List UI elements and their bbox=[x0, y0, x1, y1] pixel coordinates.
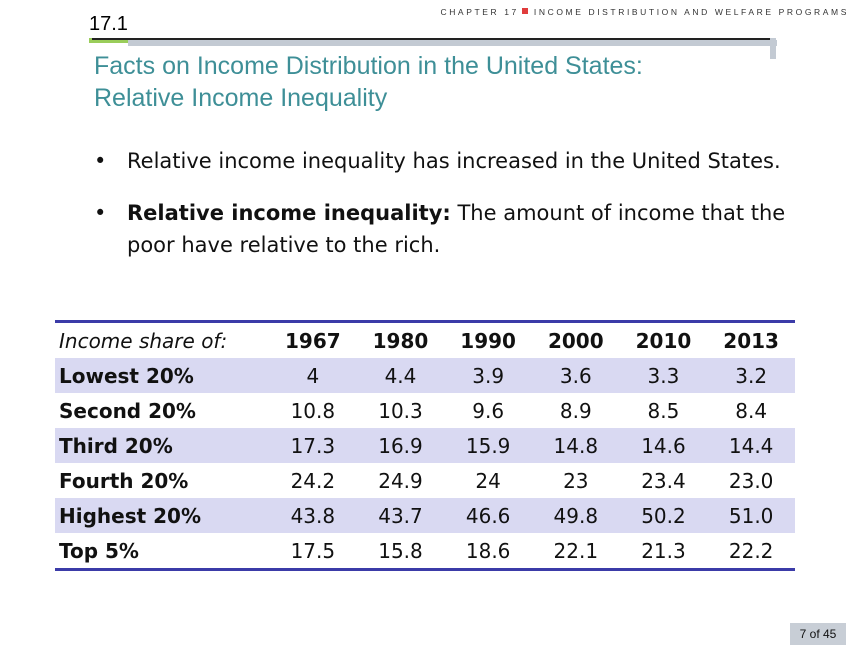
bullet-item: • Relative income inequality has increas… bbox=[92, 145, 792, 177]
table-cell: 4 bbox=[306, 363, 320, 388]
bullet-list: • Relative income inequality has increas… bbox=[92, 145, 792, 281]
table-cell: 46.6 bbox=[465, 503, 511, 528]
year-header: 2013 bbox=[723, 328, 779, 353]
table-cell: 14.4 bbox=[728, 433, 774, 458]
table-cell: 8.4 bbox=[735, 398, 768, 423]
row-label: Highest 20% bbox=[59, 503, 202, 528]
bullet-text: Relative income inequality has increased… bbox=[127, 149, 781, 173]
table-cell: 23.0 bbox=[728, 468, 774, 493]
row-label: Fourth 20% bbox=[59, 468, 189, 493]
table-cell: 23.4 bbox=[641, 468, 686, 493]
table-cell: 17.3 bbox=[290, 433, 336, 458]
table-cell: 14.8 bbox=[553, 433, 599, 458]
table-cell: 3.3 bbox=[647, 363, 680, 388]
row-label: Second 20% bbox=[59, 398, 196, 423]
table-row: Fourth 20% 24.2 24.9 24 23 23.4 23.0 bbox=[55, 463, 795, 498]
table-cell: 8.5 bbox=[647, 398, 680, 423]
bullet-item: • Relative income inequality: The amount… bbox=[92, 197, 792, 261]
year-header: 2010 bbox=[635, 328, 692, 353]
table-cell: 17.5 bbox=[290, 538, 336, 563]
header-rule-end bbox=[770, 38, 776, 59]
chapter-title: INCOME DISTRIBUTION AND WELFARE PROGRAMS bbox=[533, 7, 849, 17]
table-cell: 24 bbox=[475, 468, 501, 493]
table-cell: 18.6 bbox=[465, 538, 511, 563]
table-cell: 14.6 bbox=[641, 433, 686, 458]
table-row: Top 5% 17.5 15.8 18.6 22.1 21.3 22.2 bbox=[55, 533, 795, 570]
page-indicator: 7 of 45 bbox=[790, 623, 846, 645]
table-cell: 43.8 bbox=[290, 503, 336, 528]
chapter-label: CHAPTER 17 bbox=[440, 7, 519, 17]
table-cell: 49.8 bbox=[553, 503, 599, 528]
table-cell: 15.8 bbox=[378, 538, 423, 563]
table-cell: 50.2 bbox=[641, 503, 686, 528]
table-cell: 3.9 bbox=[472, 363, 505, 388]
table-cell: 3.6 bbox=[559, 363, 592, 388]
header-rule-shadow bbox=[128, 40, 777, 46]
table-cell: 3.2 bbox=[735, 363, 768, 388]
year-header: 1980 bbox=[372, 328, 429, 353]
section-accent-bar bbox=[89, 38, 129, 43]
table-cell: 24.9 bbox=[378, 468, 423, 493]
section-number: 17.1 bbox=[89, 13, 128, 35]
slide-title-line-2: Relative Income Inequality bbox=[94, 84, 388, 112]
bullet-dot-icon: • bbox=[94, 201, 107, 225]
table-cell: 24.2 bbox=[290, 468, 336, 493]
year-header: 1990 bbox=[460, 328, 516, 353]
bullet-dot-icon: • bbox=[94, 149, 107, 173]
row-label: Third 20% bbox=[59, 433, 173, 458]
row-label: Lowest 20% bbox=[59, 363, 194, 388]
table-row: Highest 20% 43.8 43.7 46.6 49.8 50.2 51.… bbox=[55, 498, 795, 533]
chapter-square-icon bbox=[521, 8, 528, 14]
table-cell: 51.0 bbox=[728, 503, 774, 528]
table-header-label: Income share of: bbox=[59, 328, 228, 353]
slide-title: Facts on Income Distribution in the Unit… bbox=[94, 50, 643, 114]
row-label: Top 5% bbox=[59, 538, 139, 563]
year-header: 1967 bbox=[284, 328, 341, 353]
table-cell: 4.4 bbox=[384, 363, 417, 388]
year-header: 2000 bbox=[547, 328, 604, 353]
bullet-term: Relative income inequality: bbox=[127, 201, 451, 225]
table-cell: 10.3 bbox=[378, 398, 423, 423]
income-share-table: Income share of: 1967 1980 1990 2000 201… bbox=[55, 320, 795, 571]
table-cell: 43.7 bbox=[378, 503, 423, 528]
table-cell: 22.1 bbox=[553, 538, 599, 563]
table-cell: 9.6 bbox=[472, 398, 505, 423]
table-row: Second 20% 10.8 10.3 9.6 8.9 8.5 8.4 bbox=[55, 393, 795, 428]
table-cell: 8.9 bbox=[559, 398, 592, 423]
chapter-header: CHAPTER 17 INCOME DISTRIBUTION AND WELFAR… bbox=[440, 7, 849, 17]
table-row: Lowest 20% 4 4.4 3.9 3.6 3.3 3.2 bbox=[55, 358, 795, 393]
header-rule bbox=[92, 38, 774, 40]
table-cell: 16.9 bbox=[378, 433, 423, 458]
bullet-text: The amount of income that the poor have … bbox=[127, 201, 786, 257]
table-header-row: Income share of: 1967 1980 1990 2000 201… bbox=[55, 321, 795, 359]
table-cell: 10.8 bbox=[290, 398, 336, 423]
table-cell: 21.3 bbox=[641, 538, 686, 563]
table-cell: 22.2 bbox=[728, 538, 774, 563]
slide-title-line-1: Facts on Income Distribution in the Unit… bbox=[94, 52, 643, 80]
table-cell: 15.9 bbox=[465, 433, 511, 458]
table-cell: 23 bbox=[563, 468, 589, 493]
table-row: Third 20% 17.3 16.9 15.9 14.8 14.6 14.4 bbox=[55, 428, 795, 463]
